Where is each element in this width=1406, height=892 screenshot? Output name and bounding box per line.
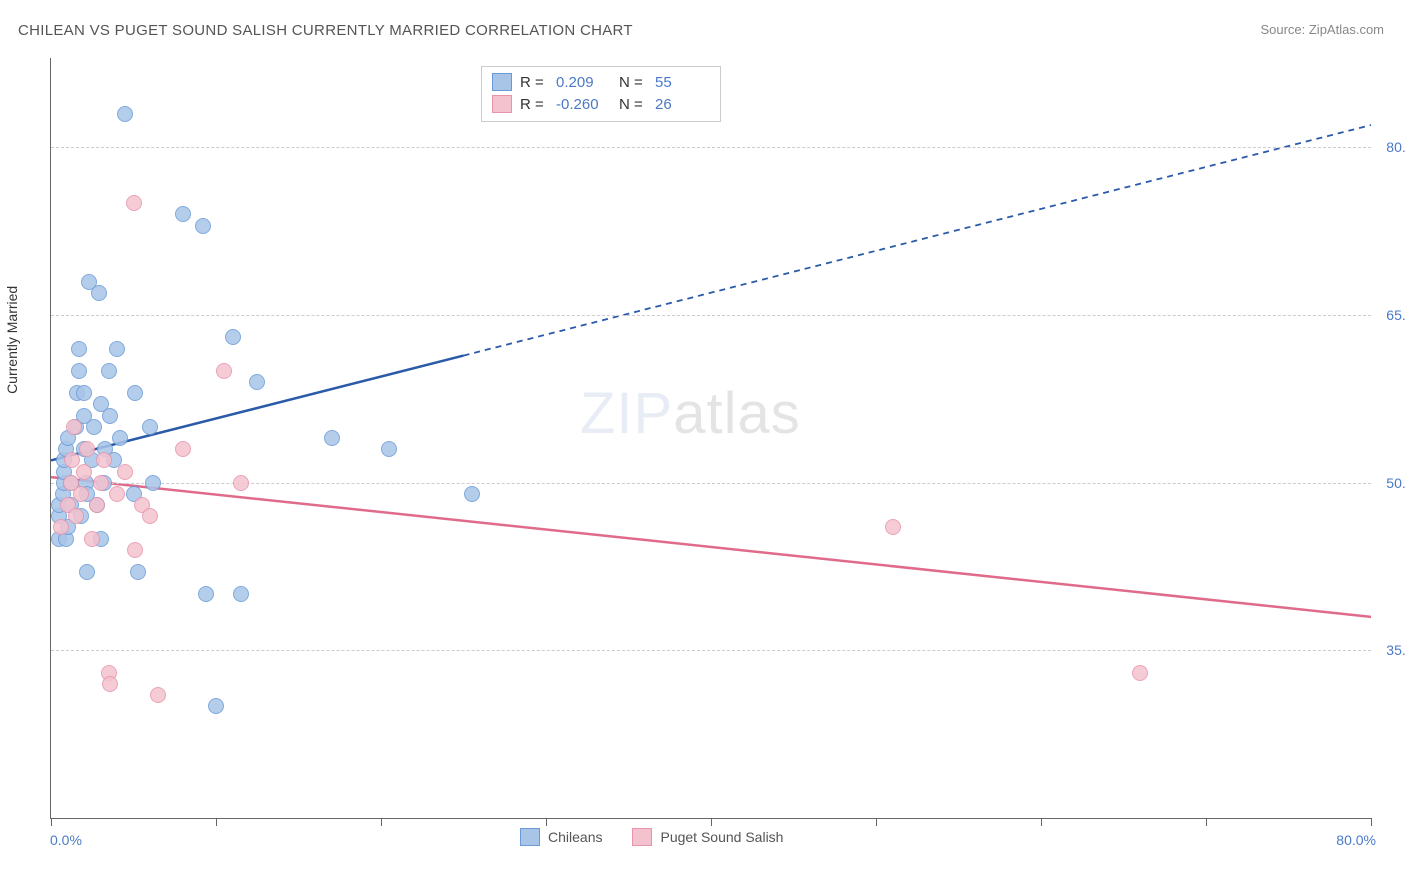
- scatter-point: [86, 419, 102, 435]
- scatter-point: [109, 486, 125, 502]
- legend-row-series-1: R = 0.209 N = 55: [492, 71, 710, 93]
- x-tick: [711, 818, 712, 826]
- scatter-point: [53, 519, 69, 535]
- legend-swatch-bottom-2: [632, 828, 652, 846]
- scatter-point: [76, 464, 92, 480]
- x-tick: [876, 818, 877, 826]
- legend-name-2: Puget Sound Salish: [660, 829, 783, 845]
- scatter-point: [93, 475, 109, 491]
- scatter-point: [79, 564, 95, 580]
- scatter-point: [117, 464, 133, 480]
- scatter-point: [145, 475, 161, 491]
- scatter-point: [225, 329, 241, 345]
- scatter-point: [324, 430, 340, 446]
- scatter-point: [84, 531, 100, 547]
- scatter-point: [233, 586, 249, 602]
- x-tick: [1041, 818, 1042, 826]
- scatter-point: [216, 363, 232, 379]
- legend-n-label: N =: [619, 96, 647, 113]
- scatter-point: [71, 363, 87, 379]
- legend-r-label: R =: [520, 74, 548, 91]
- gridline: [51, 315, 1371, 316]
- scatter-point: [101, 363, 117, 379]
- x-tick: [51, 818, 52, 826]
- legend-item-1: Chileans: [520, 828, 602, 846]
- x-tick: [546, 818, 547, 826]
- legend-swatch-2: [492, 95, 512, 113]
- scatter-point: [127, 542, 143, 558]
- scatter-point: [71, 341, 87, 357]
- scatter-point: [76, 385, 92, 401]
- scatter-point: [198, 586, 214, 602]
- legend-r-label: R =: [520, 96, 548, 113]
- scatter-point: [1132, 665, 1148, 681]
- source-label: Source: ZipAtlas.com: [1260, 22, 1384, 37]
- scatter-point: [96, 452, 112, 468]
- scatter-point: [91, 285, 107, 301]
- scatter-point: [885, 519, 901, 535]
- gridline: [51, 650, 1371, 651]
- legend-name-1: Chileans: [548, 829, 602, 845]
- scatter-point: [142, 419, 158, 435]
- x-tick: [1206, 818, 1207, 826]
- scatter-point: [102, 408, 118, 424]
- gridline: [51, 147, 1371, 148]
- scatter-point: [381, 441, 397, 457]
- scatter-point: [117, 106, 133, 122]
- scatter-point: [66, 419, 82, 435]
- legend-row-series-2: R = -0.260 N = 26: [492, 93, 710, 115]
- trend-lines-svg: [51, 58, 1371, 818]
- scatter-point: [175, 206, 191, 222]
- scatter-point: [150, 687, 166, 703]
- scatter-point: [195, 218, 211, 234]
- scatter-point: [130, 564, 146, 580]
- chart-plot-area: R = 0.209 N = 55 R = -0.260 N = 26 35.0%…: [50, 58, 1371, 819]
- scatter-point: [89, 497, 105, 513]
- y-tick-label: 65.0%: [1376, 307, 1406, 323]
- scatter-point: [233, 475, 249, 491]
- x-axis-label-max: 80.0%: [1336, 832, 1376, 848]
- x-tick: [381, 818, 382, 826]
- y-axis-title: Currently Married: [4, 286, 20, 394]
- scatter-point: [464, 486, 480, 502]
- legend-swatch-bottom-1: [520, 828, 540, 846]
- scatter-point: [112, 430, 128, 446]
- scatter-point: [73, 486, 89, 502]
- scatter-point: [68, 508, 84, 524]
- legend-r-value-2: -0.260: [556, 96, 611, 113]
- scatter-point: [109, 341, 125, 357]
- legend-n-value-1: 55: [655, 74, 710, 91]
- x-tick: [1371, 818, 1372, 826]
- y-tick-label: 80.0%: [1376, 139, 1406, 155]
- legend-item-2: Puget Sound Salish: [632, 828, 783, 846]
- trend-line-dashed: [464, 125, 1372, 356]
- gridline: [51, 483, 1371, 484]
- legend-r-value-1: 0.209: [556, 74, 611, 91]
- legend-series-names: Chileans Puget Sound Salish: [520, 828, 783, 846]
- chart-title: CHILEAN VS PUGET SOUND SALISH CURRENTLY …: [18, 22, 633, 39]
- trend-line-solid: [51, 477, 1371, 617]
- x-tick: [216, 818, 217, 826]
- scatter-point: [102, 676, 118, 692]
- scatter-point: [208, 698, 224, 714]
- scatter-point: [79, 441, 95, 457]
- scatter-point: [126, 195, 142, 211]
- scatter-point: [249, 374, 265, 390]
- y-tick-label: 35.0%: [1376, 642, 1406, 658]
- scatter-point: [127, 385, 143, 401]
- y-tick-label: 50.0%: [1376, 475, 1406, 491]
- legend-swatch-1: [492, 73, 512, 91]
- scatter-point: [175, 441, 191, 457]
- legend-n-label: N =: [619, 74, 647, 91]
- legend-n-value-2: 26: [655, 96, 710, 113]
- x-axis-label-min: 0.0%: [50, 832, 82, 848]
- scatter-point: [142, 508, 158, 524]
- legend-correlation-box: R = 0.209 N = 55 R = -0.260 N = 26: [481, 66, 721, 122]
